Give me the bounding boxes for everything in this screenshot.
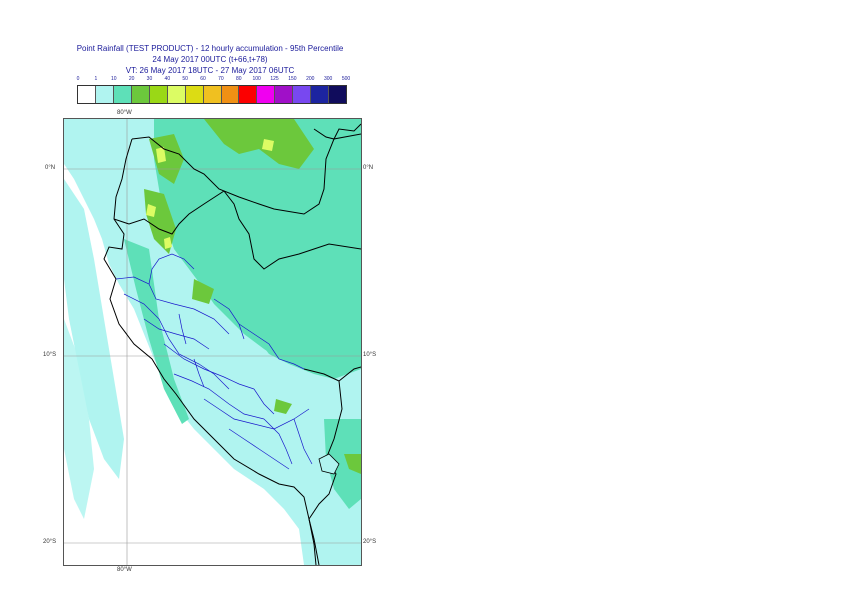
rainfall-area-medium-strip bbox=[124, 239, 189, 424]
lat-0-left: 0°N bbox=[45, 165, 56, 171]
regional-boundaries bbox=[115, 253, 313, 470]
legend-tick: 1 bbox=[94, 76, 98, 82]
legend-tick: 50 bbox=[182, 76, 188, 82]
legend-tick: 0 bbox=[76, 76, 80, 82]
title-line-3: VT: 26 May 2017 18UTC - 27 May 2017 06UT… bbox=[125, 66, 295, 75]
legend-tick: 20 bbox=[128, 76, 135, 82]
rainfall-area-yellow-4 bbox=[164, 237, 172, 249]
map-title: Point Rainfall (TEST PRODUCT) - 12 hourl… bbox=[40, 43, 380, 76]
border-colombia-ecuador bbox=[131, 133, 361, 215]
lat-20-right: 20°S bbox=[363, 539, 377, 545]
color-legend: 0 1 10 20 30 40 50 60 70 80 100 125 150 200 300 500 bbox=[76, 76, 351, 104]
rainfall-area-ocean-far bbox=[64, 319, 94, 519]
rainfall-area-green bbox=[204, 119, 314, 169]
legend-tick: 60 bbox=[200, 76, 206, 82]
legend-tick: 70 bbox=[218, 76, 224, 82]
border-guyana bbox=[313, 123, 361, 140]
rainfall-area-green-6 bbox=[344, 454, 361, 474]
border-peru-chile bbox=[308, 518, 320, 565]
legend-swatch bbox=[131, 86, 150, 103]
legend-tick: 200 bbox=[306, 76, 315, 82]
border-ecuador-peru bbox=[113, 190, 225, 235]
legend-tick: 300 bbox=[323, 76, 333, 82]
legend-swatch bbox=[167, 86, 186, 103]
legend-swatch bbox=[149, 86, 168, 103]
legend-tick: 100 bbox=[252, 76, 261, 82]
legend-tick: 125 bbox=[270, 76, 279, 82]
rainfall-area-yellow-1 bbox=[156, 147, 166, 163]
rainfall-area-yellow-3 bbox=[262, 139, 274, 151]
border-peru-bolivia bbox=[303, 368, 343, 520]
legend-swatch bbox=[78, 86, 96, 103]
title-line-2: 24 May 2017 00UTC (t+66,t+78) bbox=[152, 55, 268, 64]
border-peru-brazil bbox=[223, 190, 361, 270]
legend-swatch bbox=[275, 86, 294, 103]
legend-swatch bbox=[221, 86, 240, 103]
border-brazil-bolivia bbox=[338, 366, 361, 382]
legend-swatch bbox=[203, 86, 222, 103]
coastline bbox=[103, 138, 317, 565]
legend-swatch bbox=[329, 86, 347, 103]
legend-tick: 10 bbox=[110, 76, 117, 82]
legend-swatch bbox=[113, 86, 132, 103]
legend-tick: 150 bbox=[288, 76, 297, 82]
legend-tick: 500 bbox=[341, 76, 351, 82]
legend-tick: 30 bbox=[146, 76, 153, 82]
legend-color-bar bbox=[77, 85, 347, 104]
rainfall-area-green-5 bbox=[274, 399, 292, 414]
rainfall-area-ocean-left bbox=[64, 179, 124, 479]
legend-swatch bbox=[185, 86, 204, 103]
legend-swatch bbox=[239, 86, 258, 103]
legend-tick: 80 bbox=[236, 76, 242, 82]
lon-label-top: 80°W bbox=[117, 110, 132, 116]
map-panel bbox=[63, 118, 362, 566]
lat-10-left: 10°S bbox=[43, 352, 57, 358]
legend-swatch bbox=[311, 86, 330, 103]
lake-titicaca bbox=[318, 453, 340, 475]
legend-tick: 40 bbox=[164, 76, 171, 82]
lat-20-left: 20°S bbox=[43, 539, 57, 545]
rainfall-area-yellow-2 bbox=[146, 204, 156, 217]
legend-tick-labels: 0 1 10 20 30 40 50 60 70 80 100 125 150 200 300 500 bbox=[76, 76, 351, 85]
rainfall-area-green-4 bbox=[192, 279, 214, 304]
lat-0-right: 0°N bbox=[363, 165, 374, 171]
lat-10-right: 10°S bbox=[363, 352, 377, 358]
lon-label-bottom: 80°W bbox=[117, 567, 132, 573]
rainfall-area-green-2 bbox=[149, 134, 184, 184]
legend-swatch bbox=[95, 86, 114, 103]
rainfall-map bbox=[64, 119, 361, 565]
legend-swatch bbox=[293, 86, 312, 103]
title-line-1: Point Rainfall (TEST PRODUCT) - 12 hourl… bbox=[76, 44, 344, 53]
legend-swatch bbox=[257, 86, 276, 103]
